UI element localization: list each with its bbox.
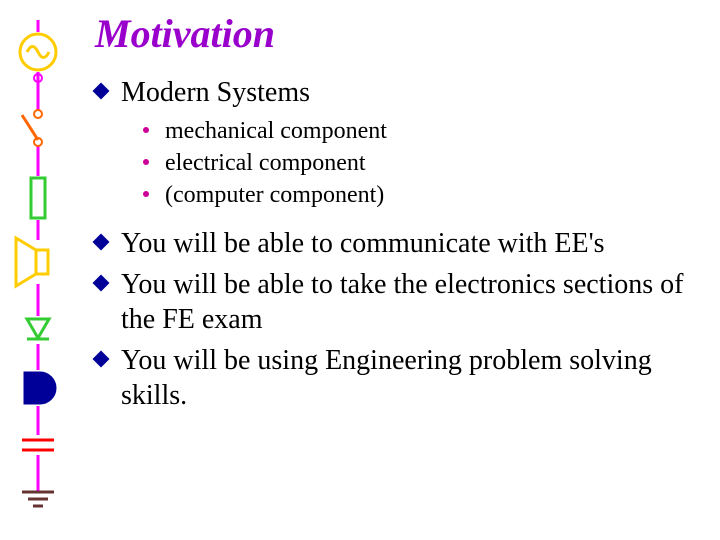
circuit-svg	[0, 0, 80, 540]
bullet-text: electrical component	[165, 150, 366, 176]
bullet-text: You will be able to communicate with EE'…	[121, 228, 605, 259]
dot-bullet-icon	[143, 191, 149, 197]
bullet-modern-systems: Modern Systems	[95, 75, 705, 110]
dot-bullet-icon	[143, 159, 149, 165]
diamond-bullet-icon	[93, 234, 110, 251]
diamond-bullet-icon	[93, 351, 110, 368]
bullet-text: mechanical component	[165, 118, 387, 144]
sidebar-circuit-strip	[0, 0, 80, 540]
bullet-problem-solving: You will be using Engineering problem so…	[95, 343, 705, 413]
bullet-text: You will be using Engineering problem so…	[121, 345, 652, 411]
dot-bullet-icon	[143, 127, 149, 133]
subbullet-computer: (computer component)	[95, 180, 705, 210]
bullet-fe-exam: You will be able to take the electronics…	[95, 267, 705, 337]
slide-title: Motivation	[95, 10, 705, 57]
diamond-bullet-icon	[93, 83, 110, 100]
slide: Motivation Modern Systems mechanical com…	[0, 0, 720, 540]
subbullet-electrical: electrical component	[95, 148, 705, 178]
subbullet-mechanical: mechanical component	[95, 116, 705, 146]
diamond-bullet-icon	[93, 275, 110, 292]
bullet-text: You will be able to take the electronics…	[121, 269, 683, 335]
bullet-text: Modern Systems	[121, 77, 310, 108]
bullet-text: (computer component)	[165, 182, 384, 208]
bullet-communicate-ee: You will be able to communicate with EE'…	[95, 226, 705, 261]
content-area: Motivation Modern Systems mechanical com…	[95, 10, 705, 419]
